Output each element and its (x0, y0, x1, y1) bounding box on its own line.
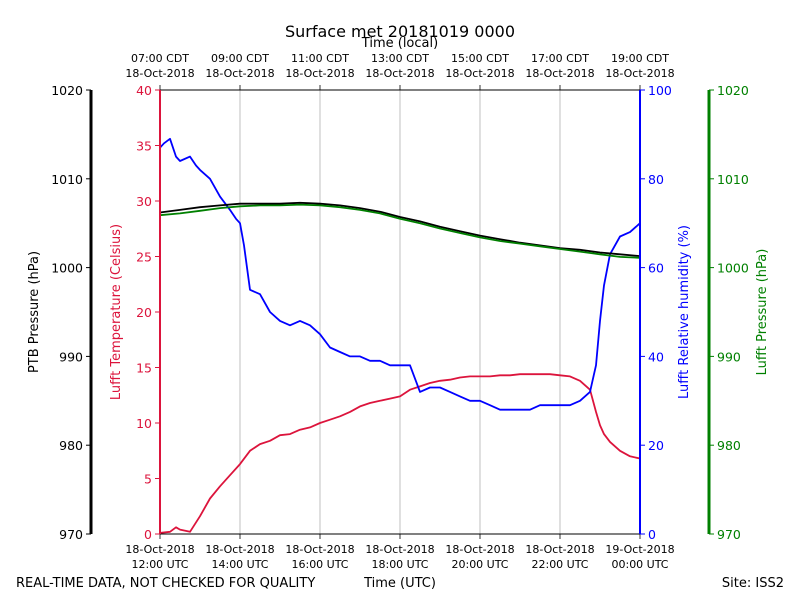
y-tick-label-rh: 80 (648, 172, 664, 187)
y-axis-title-ptb: PTB Pressure (hPa) (27, 251, 42, 373)
y-tick-label-lufft_p: 1020 (717, 83, 749, 98)
x-axis-label: Time (UTC) (363, 576, 436, 591)
top-tick-label-time: 17:00 CDT (531, 52, 589, 65)
y-tick-label-temp: 35 (136, 139, 152, 154)
top-axis-label: Time (local) (361, 36, 438, 51)
y-tick-label-temp: 30 (136, 194, 152, 209)
series-line-temp (159, 373, 641, 534)
y-tick-label-temp: 10 (136, 416, 152, 431)
y-tick-label-lufft_p: 1010 (717, 172, 749, 187)
y-tick-label-temp: 40 (136, 83, 152, 98)
y-tick-label-temp: 20 (136, 305, 152, 320)
y-tick-label-temp: 5 (144, 472, 152, 487)
top-tick-label-time: 11:00 CDT (291, 52, 349, 65)
top-tick-label-date: 18-Oct-2018 (205, 67, 274, 80)
top-tick-label-date: 18-Oct-2018 (285, 67, 354, 80)
y-tick-label-ptb: 990 (59, 349, 83, 364)
x-tick-label-time: 16:00 UTC (291, 558, 348, 571)
x-tick-label-date: 18-Oct-2018 (525, 543, 594, 556)
y-tick-label-ptb: 980 (59, 438, 83, 453)
y-tick-label-lufft_p: 970 (717, 527, 741, 542)
top-tick-label-date: 18-Oct-2018 (605, 67, 674, 80)
grid-lines (239, 90, 561, 534)
x-tick-label-date: 18-Oct-2018 (285, 543, 354, 556)
x-tick-label-time: 12:00 UTC (131, 558, 188, 571)
y-tick-label-rh: 20 (648, 438, 664, 453)
top-tick-label-time: 07:00 CDT (131, 52, 189, 65)
y-axis-title-lufft_p: Lufft Pressure (hPa) (755, 249, 770, 376)
top-tick-label-time: 15:00 CDT (451, 52, 509, 65)
x-tick-label-date: 19-Oct-2018 (605, 543, 674, 556)
top-tick-label-time: 19:00 CDT (611, 52, 669, 65)
y-tick-label-lufft_p: 990 (717, 349, 741, 364)
y-axis-title-temp: Lufft Temperature (Celsius) (109, 224, 124, 400)
y-axis-title-rh: Lufft Relative humidity (%) (677, 225, 692, 399)
y-tick-label-temp: 25 (136, 250, 152, 265)
top-tick-label-date: 18-Oct-2018 (125, 67, 194, 80)
y-tick-label-rh: 40 (648, 349, 664, 364)
y-tick-label-ptb: 1000 (51, 261, 83, 276)
x-tick-label-time: 18:00 UTC (371, 558, 428, 571)
axes: 18-Oct-2018 12:00 UTC 07:00 CDT 18-Oct-2018… (27, 52, 770, 571)
x-tick-label-date: 18-Oct-2018 (125, 543, 194, 556)
top-tick-label-date: 18-Oct-2018 (365, 67, 434, 80)
y-tick-label-rh: 100 (648, 83, 672, 98)
x-tick-label-time: 22:00 UTC (531, 558, 588, 571)
top-tick-label-date: 18-Oct-2018 (525, 67, 594, 80)
y-tick-label-temp: 15 (136, 361, 152, 376)
y-tick-label-rh: 60 (648, 261, 664, 276)
x-tick-label-date: 18-Oct-2018 (365, 543, 434, 556)
y-tick-label-ptb: 1010 (51, 172, 83, 187)
y-tick-label-lufft_p: 980 (717, 438, 741, 453)
top-tick-label-time: 09:00 CDT (211, 52, 269, 65)
y-tick-label-temp: 0 (144, 527, 152, 542)
x-tick-label-date: 18-Oct-2018 (445, 543, 514, 556)
y-tick-label-lufft_p: 1000 (717, 261, 749, 276)
x-tick-label-time: 20:00 UTC (451, 558, 508, 571)
y-tick-label-ptb: 1020 (51, 83, 83, 98)
site-label: Site: ISS2 (722, 576, 784, 591)
y-tick-label-ptb: 970 (59, 527, 83, 542)
x-tick-label-time: 00:00 UTC (611, 558, 668, 571)
y-tick-label-rh: 0 (648, 527, 656, 542)
series-lines (159, 137, 641, 534)
series-line-lufft_p (159, 203, 641, 259)
x-tick-label-date: 18-Oct-2018 (205, 543, 274, 556)
top-tick-label-time: 13:00 CDT (371, 52, 429, 65)
quality-disclaimer: REAL-TIME DATA, NOT CHECKED FOR QUALITY (16, 576, 315, 591)
chart-title: Surface met 20181019 0000 (285, 22, 515, 41)
series-line-rh (159, 137, 641, 411)
x-tick-label-time: 14:00 UTC (211, 558, 268, 571)
top-tick-label-date: 18-Oct-2018 (445, 67, 514, 80)
